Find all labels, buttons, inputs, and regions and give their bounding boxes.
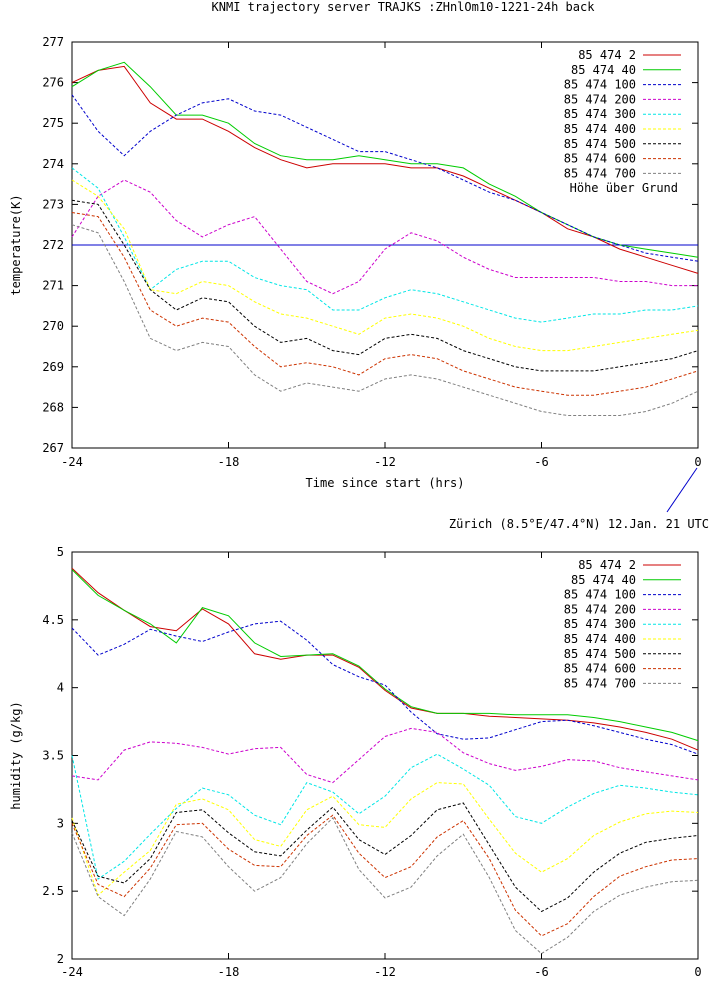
legend-label: 85 474 2 (578, 558, 636, 572)
series-line (71, 814, 699, 937)
y-tick-label: 276 (42, 76, 64, 90)
series-line (71, 753, 699, 880)
legend-label: 85 474 400 (564, 122, 636, 136)
y-tick-label: 268 (42, 400, 64, 414)
y-tick-label: 3.5 (42, 749, 64, 763)
series-line (71, 179, 699, 352)
series-line (71, 212, 699, 396)
legend-label: 85 474 500 (564, 647, 636, 661)
legend-label: 85 474 100 (564, 588, 636, 602)
y-tick-label: 272 (42, 238, 64, 252)
series-line (71, 782, 699, 897)
y-tick-label: 273 (42, 197, 64, 211)
y-tick-label: 2.5 (42, 884, 64, 898)
series-line (71, 727, 699, 784)
y-tick-label: 275 (42, 116, 64, 130)
y-tick-label: 4 (57, 681, 64, 695)
x-tick-label: 0 (694, 455, 701, 469)
humidity-chart: 2 2.5 3 3.5 4 4.5 5 -24 -18 -12 -6 0 humidity (g/kg)… (9, 545, 702, 979)
page-title: KNMI trajectory server TRAJKS :ZHnlOm10-… (212, 0, 596, 14)
y-axis-label: humidity (g/kg) (9, 701, 23, 809)
y-tick-label: 269 (42, 360, 64, 374)
y-tick-label: 277 (42, 35, 64, 49)
y-tick-label: 3 (57, 816, 64, 830)
x-tick-label: -12 (374, 965, 396, 979)
legend-label: 85 474 300 (564, 107, 636, 121)
location-pointer-line (666, 467, 698, 513)
legend-label: 85 474 600 (564, 152, 636, 166)
x-tick-label: -24 (61, 965, 83, 979)
legend-label: 85 474 500 (564, 137, 636, 151)
legend-label: 85 474 700 (564, 676, 636, 690)
temperature-chart: 267 268 269 270 271 272 273 274 275 276 277 -24 -18 -… (9, 35, 702, 490)
legend-label: 85 474 700 (564, 166, 636, 180)
series-line (71, 620, 699, 755)
y-tick-label: 267 (42, 441, 64, 455)
series-line (71, 224, 699, 416)
legend-label: 85 474 2 (578, 48, 636, 62)
y-tick-label: 274 (42, 157, 64, 171)
y-axis-label: temperature(K) (9, 194, 23, 295)
series-line (71, 94, 699, 262)
location-label: Zürich (8.5°E/47.4°N) 12.Jan. 21 UTC (449, 517, 709, 531)
x-tick-label: -18 (218, 965, 240, 979)
legend-label: 85 474 400 (564, 632, 636, 646)
x-tick-label: -24 (61, 455, 83, 469)
legend-label: 85 474 100 (564, 78, 636, 92)
series-line (71, 569, 699, 742)
series-line (71, 179, 698, 295)
legend-label: 85 474 200 (564, 92, 636, 106)
legend-label: 85 474 40 (571, 63, 636, 77)
x-tick-label: -6 (534, 455, 548, 469)
x-tick-label: 0 (694, 965, 701, 979)
x-axis-label: Time since start (hrs) (306, 476, 465, 490)
y-tick-label: 271 (42, 279, 64, 293)
y-tick-label: 2 (57, 952, 64, 966)
legend-label: 85 474 40 (571, 573, 636, 587)
series-line (71, 567, 699, 751)
y-tick-label: 4.5 (42, 613, 64, 627)
series-line (71, 167, 699, 323)
x-tick-label: -18 (218, 455, 240, 469)
legend-label: 85 474 600 (564, 662, 636, 676)
series-line (71, 802, 699, 913)
y-tick-label: 5 (57, 545, 64, 559)
legend-note: Höhe über Grund (570, 181, 678, 195)
legend-label: 85 474 200 (564, 602, 636, 616)
x-tick-label: -6 (534, 965, 548, 979)
y-tick-label: 270 (42, 319, 64, 333)
legend-label: 85 474 300 (564, 617, 636, 631)
series-line (71, 817, 699, 955)
x-tick-label: -12 (374, 455, 396, 469)
